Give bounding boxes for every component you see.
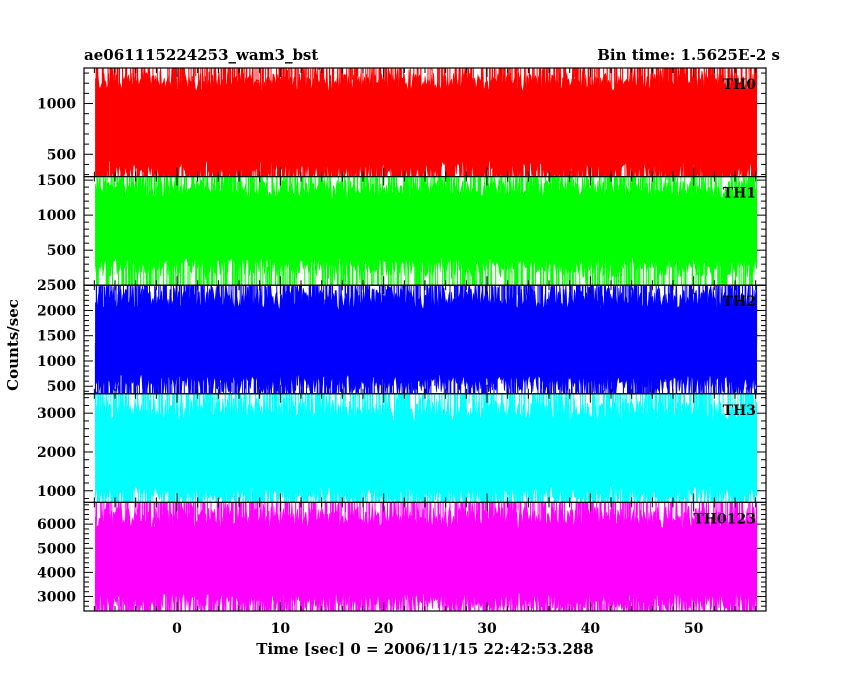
- y-tick-label: 5000: [37, 541, 76, 557]
- y-tick-label: 2000: [37, 303, 76, 319]
- y-tick-label: 1500: [37, 173, 76, 189]
- x-axis-label: Time [sec] 0 = 2006/11/15 22:42:53.288: [256, 640, 593, 658]
- y-tick-label: 1000: [37, 208, 76, 224]
- panel-label-th1: TH1: [723, 186, 756, 202]
- x-tick-label: 10: [271, 621, 291, 637]
- panel-label-th3: TH3: [723, 403, 756, 419]
- series-spikes-th3: [94, 393, 757, 503]
- series-spikes-th0: [95, 68, 758, 177]
- y-tick-label: 3000: [37, 406, 76, 422]
- y-tick-label: 1500: [37, 329, 76, 345]
- panel-label-th0: TH0: [723, 77, 757, 93]
- series-spikes-th0123: [94, 502, 758, 611]
- y-axis-label: Counts/sec: [4, 299, 22, 391]
- y-tick-label: 2000: [37, 445, 76, 461]
- panels-group: 500 1000 TH0 0 500 1000 1500 TH1 500 1000 1500 2000…: [37, 67, 767, 612]
- series-spikes-th2: [94, 285, 758, 394]
- y-tick-label: 6000: [37, 517, 76, 533]
- series-spikes-th1: [96, 176, 757, 286]
- y-tick-label: 2500: [37, 278, 76, 294]
- y-tick-label: 1000: [37, 354, 76, 370]
- x-tick-label: 30: [477, 621, 497, 637]
- y-tick-label: 1000: [37, 97, 76, 113]
- y-tick-label: 500: [47, 243, 76, 259]
- y-tick-label: 3000: [37, 590, 76, 606]
- panel-label-th0123: TH0123: [693, 511, 756, 527]
- panel-th1: 0 500 1000 1500 TH1: [37, 173, 767, 294]
- y-tick-label: 4000: [37, 565, 76, 581]
- panel-th0123: 3000 4000 5000 6000 TH0123: [37, 501, 767, 612]
- bin-time-label: Bin time: 1.5625E-2 s: [597, 46, 780, 64]
- x-tick-label: 0: [172, 621, 182, 637]
- panel-th3: 1000 2000 3000 TH3: [37, 393, 767, 503]
- panel-th0: 500 1000 TH0: [37, 67, 767, 178]
- x-axis: 0 10 20 30 40 50: [172, 621, 704, 637]
- panel-th2: 500 1000 1500 2000 2500 TH2: [37, 278, 767, 395]
- panel-label-th2: TH2: [723, 294, 756, 310]
- y-tick-label: 0: [66, 278, 76, 294]
- chart-title: ae061115224253_wam3_bst: [84, 46, 318, 64]
- y-tick-label: 1000: [37, 484, 76, 500]
- x-tick-label: 40: [581, 621, 601, 637]
- y-tick-label: 500: [47, 379, 76, 395]
- x-tick-label: 20: [374, 621, 394, 637]
- x-tick-label: 50: [684, 621, 704, 637]
- y-tick-label: 500: [47, 147, 76, 163]
